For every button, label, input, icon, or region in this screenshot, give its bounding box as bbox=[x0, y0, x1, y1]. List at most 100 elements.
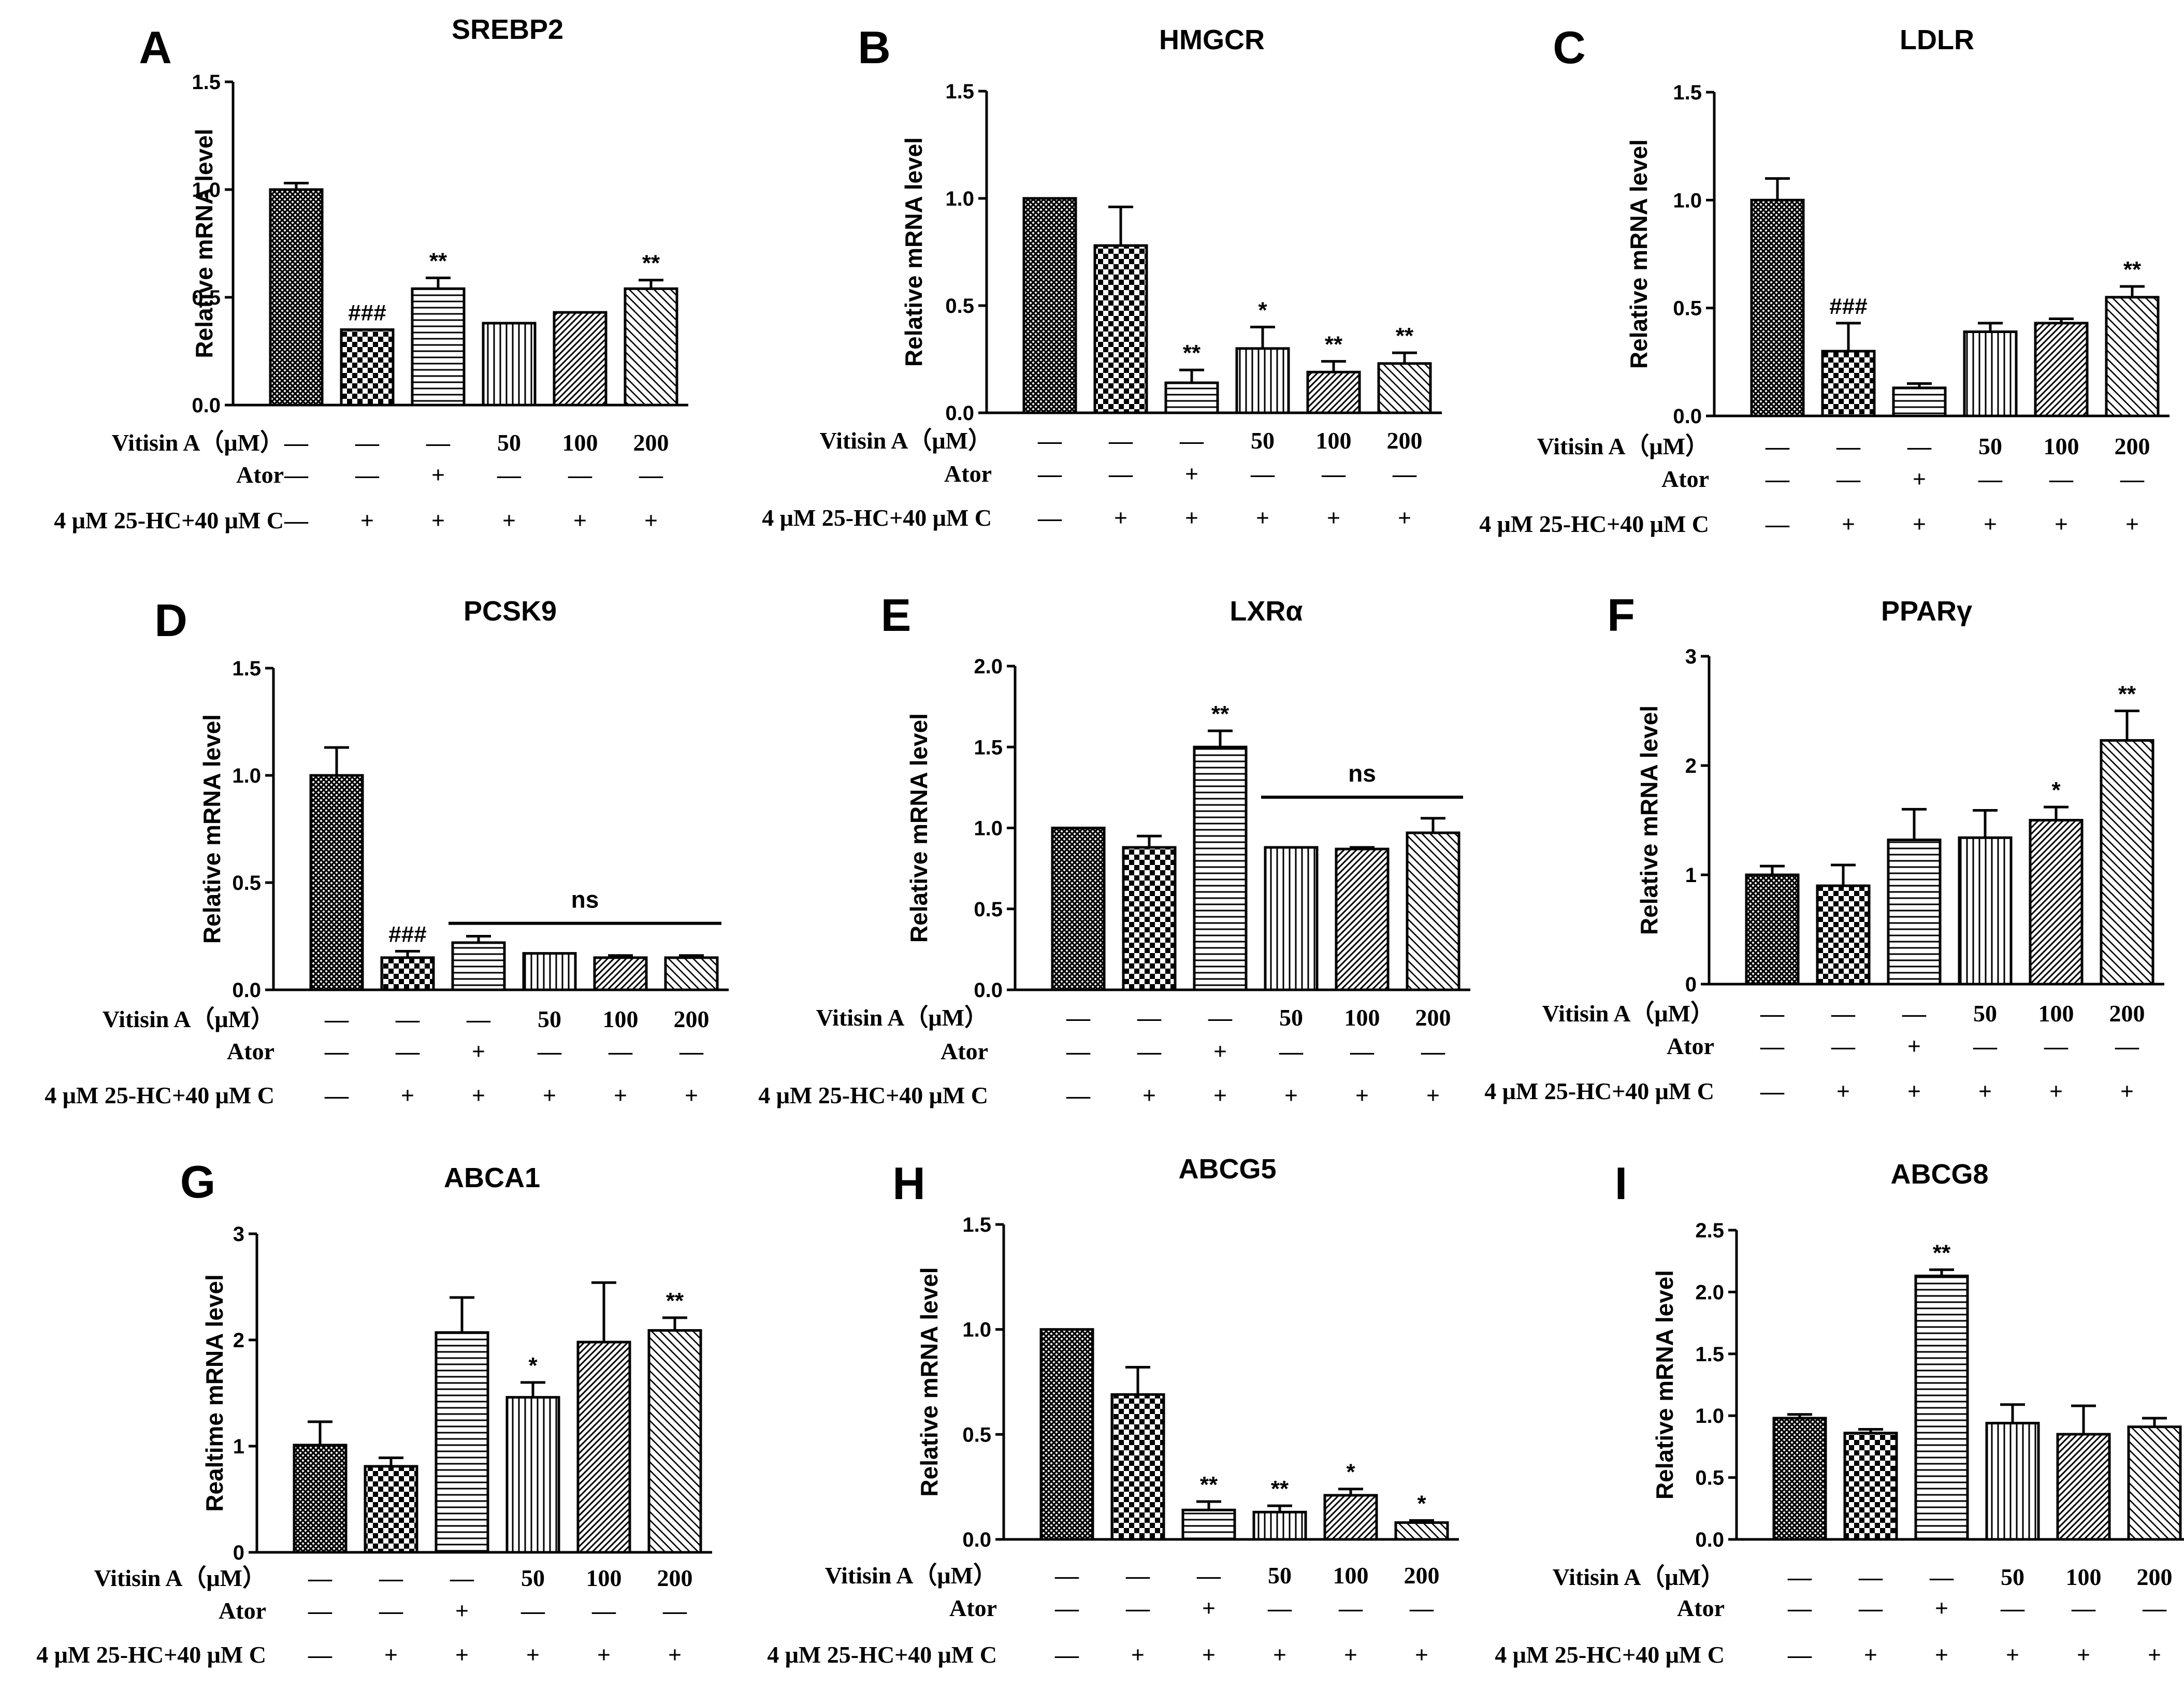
cell-vitisin-d-6: 200 bbox=[674, 1006, 710, 1032]
row-label-ator-e: Ator bbox=[941, 1038, 988, 1064]
y-tick-label-c: 1.5 bbox=[1673, 81, 1702, 104]
significance-h-6: * bbox=[1417, 1491, 1426, 1517]
row-label-hc-h: 4 μM 25-HC+40 μM C bbox=[767, 1641, 997, 1668]
bar-g-4 bbox=[505, 1396, 560, 1554]
bar-d-5 bbox=[593, 956, 648, 991]
significance-a-2: ### bbox=[348, 300, 386, 325]
significance-h-3: ** bbox=[1200, 1472, 1218, 1497]
row-label-hc-a: 4 μM 25-HC+40 μM C bbox=[54, 507, 284, 534]
y-axis-label-c: Relative mRNA level bbox=[1625, 139, 1652, 369]
cell-hc-a-1: — bbox=[284, 507, 309, 534]
cell-hc-f-3: + bbox=[1907, 1078, 1921, 1104]
bar-a-2 bbox=[340, 328, 395, 407]
row-label-hc-f: 4 μM 25-HC+40 μM C bbox=[1484, 1078, 1714, 1104]
cell-hc-d-1: — bbox=[324, 1082, 349, 1108]
bar-d-3 bbox=[451, 941, 506, 991]
bar-f-2 bbox=[1816, 884, 1871, 986]
cell-ator-a-3: + bbox=[431, 462, 445, 488]
significance-g-6: ** bbox=[666, 1288, 684, 1314]
cell-ator-b-4: — bbox=[1250, 460, 1275, 487]
row-label-hc-b: 4 μM 25-HC+40 μM C bbox=[762, 504, 992, 531]
bar-e-2 bbox=[1122, 846, 1177, 991]
y-tick-label-c: 0.5 bbox=[1673, 297, 1702, 320]
cell-hc-c-4: + bbox=[1984, 511, 1997, 537]
panel-letter-d: D bbox=[154, 595, 187, 646]
cell-vitisin-e-5: 100 bbox=[1344, 1004, 1380, 1031]
cell-vitisin-c-3: — bbox=[1907, 433, 1932, 459]
bar-e-6 bbox=[1406, 831, 1460, 991]
cell-vitisin-b-1: — bbox=[1037, 427, 1062, 454]
y-tick-label-c: 1.0 bbox=[1673, 189, 1702, 212]
chart-title-c: LDLR bbox=[1900, 24, 1974, 55]
y-tick-label-g: 0 bbox=[233, 1541, 244, 1564]
cell-vitisin-i-6: 200 bbox=[2137, 1564, 2173, 1590]
cell-vitisin-e-4: 50 bbox=[1279, 1004, 1303, 1031]
cell-hc-g-3: + bbox=[455, 1641, 469, 1668]
cell-hc-a-3: + bbox=[431, 507, 445, 534]
panel-letter-a: A bbox=[139, 22, 172, 73]
y-tick-label-g: 3 bbox=[233, 1223, 244, 1246]
cell-vitisin-h-1: — bbox=[1054, 1562, 1079, 1589]
cell-hc-c-1: — bbox=[1765, 511, 1790, 537]
panel-letter-g: G bbox=[180, 1156, 215, 1207]
cell-hc-a-6: + bbox=[644, 507, 658, 534]
cell-vitisin-h-6: 200 bbox=[1404, 1562, 1440, 1589]
cell-ator-f-2: — bbox=[1831, 1033, 1856, 1059]
cell-ator-f-1: — bbox=[1760, 1033, 1785, 1059]
row-label-hc-e: 4 μM 25-HC+40 μM C bbox=[758, 1082, 988, 1108]
cell-ator-i-4: — bbox=[2000, 1595, 2025, 1621]
cell-ator-a-5: — bbox=[568, 462, 592, 488]
row-label-ator-f: Ator bbox=[1667, 1033, 1714, 1059]
chart-title-h: ABCG5 bbox=[1178, 1153, 1276, 1185]
cell-ator-g-5: — bbox=[591, 1597, 616, 1624]
cell-hc-e-5: + bbox=[1355, 1082, 1369, 1108]
cell-ator-d-6: — bbox=[679, 1038, 704, 1064]
row-label-ator-i: Ator bbox=[1677, 1595, 1725, 1621]
cell-vitisin-d-2: — bbox=[395, 1006, 420, 1032]
bar-e-1 bbox=[1051, 827, 1106, 991]
cell-ator-i-2: — bbox=[1858, 1595, 1883, 1621]
significance-c-6: ** bbox=[2123, 257, 2142, 282]
bar-e-3 bbox=[1193, 745, 1248, 991]
cell-ator-g-2: — bbox=[379, 1597, 403, 1624]
cell-ator-i-5: — bbox=[2071, 1595, 2096, 1621]
cell-vitisin-e-3: — bbox=[1208, 1004, 1233, 1031]
row-label-hc-i: 4 μM 25-HC+40 μM C bbox=[1495, 1641, 1725, 1668]
bar-b-5 bbox=[1306, 370, 1361, 414]
cell-vitisin-c-2: — bbox=[1836, 433, 1861, 459]
row-label-vitisin-i: Vitisin A（μM） bbox=[1553, 1564, 1725, 1590]
cell-hc-h-3: + bbox=[1202, 1641, 1216, 1668]
cell-vitisin-i-3: — bbox=[1929, 1564, 1954, 1590]
bar-h-6 bbox=[1394, 1521, 1449, 1541]
cell-vitisin-f-3: — bbox=[1902, 1000, 1927, 1027]
row-label-ator-c: Ator bbox=[1661, 466, 1709, 492]
cell-vitisin-f-5: 100 bbox=[2038, 1000, 2074, 1027]
panel-letter-f: F bbox=[1607, 589, 1635, 641]
row-label-vitisin-g: Vitisin A（μM） bbox=[94, 1565, 266, 1591]
cell-ator-a-1: — bbox=[284, 462, 309, 488]
bar-g-2 bbox=[364, 1465, 418, 1554]
cell-vitisin-d-4: 50 bbox=[538, 1006, 561, 1032]
cell-hc-d-4: + bbox=[543, 1082, 556, 1108]
chart-title-b: HMGCR bbox=[1159, 24, 1265, 55]
cell-vitisin-b-2: — bbox=[1108, 427, 1133, 454]
cell-ator-g-3: + bbox=[455, 1597, 469, 1624]
cell-hc-f-2: + bbox=[1836, 1078, 1850, 1104]
y-tick-label-h: 0.5 bbox=[962, 1423, 991, 1446]
cell-ator-a-6: — bbox=[639, 462, 663, 488]
cell-vitisin-h-5: 100 bbox=[1333, 1562, 1369, 1589]
cell-vitisin-g-5: 100 bbox=[586, 1565, 622, 1591]
cell-hc-b-2: + bbox=[1114, 504, 1127, 531]
cell-ator-f-5: — bbox=[2044, 1033, 2069, 1059]
chart-title-d: PCSK9 bbox=[464, 596, 557, 627]
cell-ator-a-4: — bbox=[497, 462, 522, 488]
cell-ator-d-4: — bbox=[537, 1038, 562, 1064]
cell-hc-g-2: + bbox=[384, 1641, 398, 1668]
cell-ator-f-3: + bbox=[1907, 1033, 1921, 1059]
y-tick-label-e: 2.0 bbox=[974, 655, 1003, 678]
bar-g-5 bbox=[576, 1340, 631, 1554]
cell-vitisin-g-6: 200 bbox=[657, 1565, 693, 1591]
y-axis-label-h: Relative mRNA level bbox=[916, 1267, 943, 1496]
